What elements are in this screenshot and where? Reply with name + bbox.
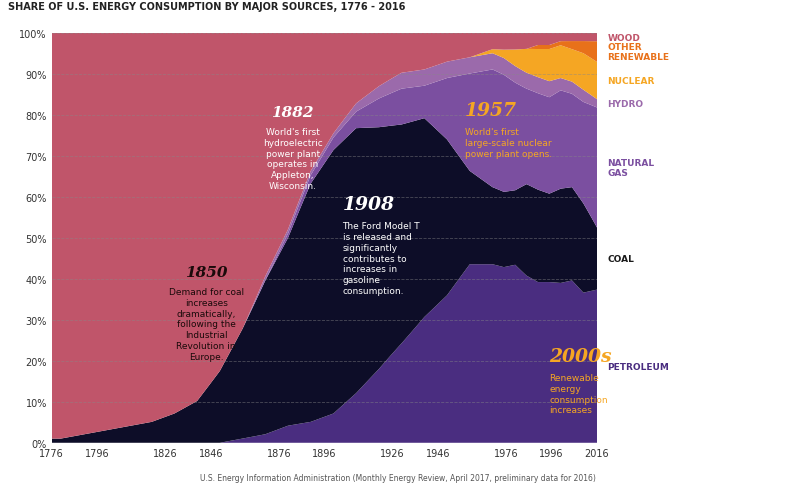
- Text: PETROLEUM: PETROLEUM: [607, 362, 669, 371]
- Text: COAL: COAL: [607, 255, 634, 263]
- Text: 1850: 1850: [185, 265, 228, 279]
- Text: SHARE OF U.S. ENERGY CONSUMPTION BY MAJOR SOURCES, 1776 - 2016: SHARE OF U.S. ENERGY CONSUMPTION BY MAJO…: [8, 2, 405, 13]
- Text: HYDRO: HYDRO: [607, 100, 643, 108]
- Text: Renewable
energy
consumption
increases: Renewable energy consumption increases: [549, 373, 608, 414]
- Text: OTHER
RENEWABLE: OTHER RENEWABLE: [607, 43, 669, 62]
- Text: U.S. Energy Information Administration (Monthly Energy Review, April 2017, preli: U.S. Energy Information Administration (…: [200, 472, 596, 482]
- Text: 1957: 1957: [465, 102, 517, 120]
- Text: Demand for coal
increases
dramatically,
following the
Industrial
Revolution in
E: Demand for coal increases dramatically, …: [169, 287, 244, 361]
- Text: WOOD: WOOD: [607, 33, 640, 43]
- Text: The Ford Model T
is released and
significantly
contributes to
increases in
gasol: The Ford Model T is released and signifi…: [342, 222, 420, 295]
- Text: World's first
hydroelectric
power plant
operates in
Appleton,
Wisconsin.: World's first hydroelectric power plant …: [263, 128, 322, 191]
- Text: NUCLEAR: NUCLEAR: [607, 77, 655, 86]
- Text: 2000s: 2000s: [549, 347, 612, 365]
- Text: World's first
large-scale nuclear
power plant opens.: World's first large-scale nuclear power …: [465, 128, 552, 158]
- Text: 1882: 1882: [271, 106, 314, 120]
- Text: NATURAL
GAS: NATURAL GAS: [607, 159, 654, 178]
- Text: 1908: 1908: [342, 196, 395, 214]
